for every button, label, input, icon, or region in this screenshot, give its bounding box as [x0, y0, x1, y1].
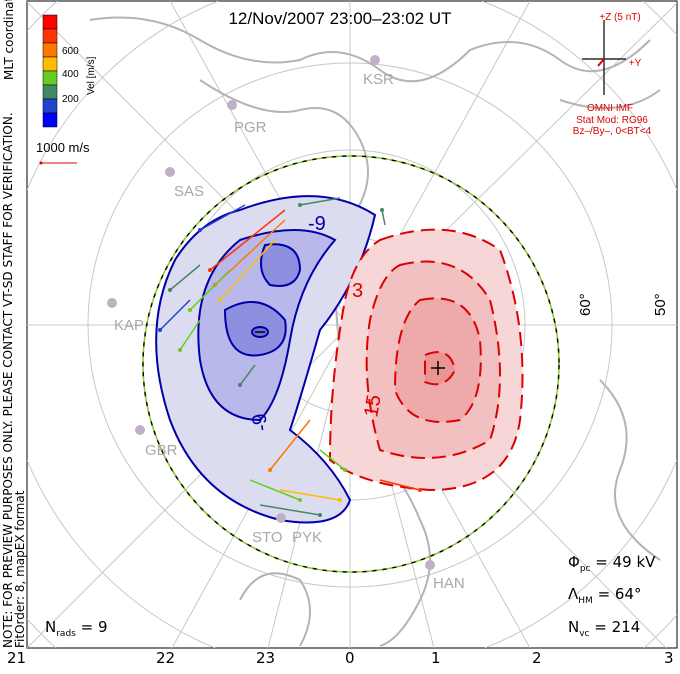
- contour-label: 15: [360, 393, 386, 419]
- mlt-label: 22: [156, 649, 176, 667]
- radar-label-kap: KAP: [114, 317, 144, 334]
- colorbar-swatch: [42, 112, 58, 128]
- colorbar-tick: 400: [62, 69, 79, 80]
- radar-label-pgr: PGR: [234, 119, 267, 136]
- fit-order-note: FitOrder: 8, mapEX format: [13, 490, 27, 648]
- plot-title: 12/Nov/2007 23:00–23:02 UT: [228, 9, 451, 28]
- radar-label-sto: STO: [252, 529, 283, 546]
- colorbar-tick: 600: [62, 46, 79, 57]
- radar-label-ksr: KSR: [363, 71, 394, 88]
- radar-label-sas: SAS: [174, 183, 204, 200]
- colorbar-tick: 200: [62, 94, 79, 105]
- colorbar-label: Vel [m/s]: [86, 56, 97, 95]
- colorbar-swatch: [42, 56, 58, 72]
- mlt-label: 2: [532, 649, 542, 667]
- contour-label: -9: [248, 412, 273, 433]
- radar-label-pyk: PYK: [292, 529, 322, 546]
- mlt-label: 0: [345, 649, 355, 667]
- imf-z-label: +Z (5 nT): [599, 12, 640, 23]
- mlt-label: 23: [256, 649, 276, 667]
- colorbar-swatch: [42, 98, 58, 114]
- velocity-colorbar: [42, 14, 58, 128]
- latitude-label-60: 60°: [577, 293, 594, 316]
- coordinates-note: MLT coordinates: [2, 0, 16, 80]
- radar-site-markers: [107, 55, 435, 570]
- contour-label: 3: [352, 280, 363, 302]
- hmb-latitude: ΛHM = 64°: [568, 585, 642, 606]
- potential-max-marker: [431, 361, 445, 375]
- radar-label-han: HAN: [433, 575, 465, 592]
- cross-polar-potential: Φpc = 49 kV: [568, 553, 656, 574]
- imf-source: OMNI IMF: [587, 103, 633, 114]
- imf-condition: Bz–/By–, 0<BT<4: [573, 126, 652, 137]
- mlt-label: 1: [431, 649, 441, 667]
- reference-vector-label: 1000 m/s: [36, 140, 90, 155]
- imf-vector-arrow: [597, 58, 605, 67]
- dusk-convection-cell: [155, 195, 377, 524]
- contour-label: -9: [308, 213, 326, 235]
- mlt-label: 3: [664, 649, 674, 667]
- imf-y-label: +Y: [629, 58, 642, 69]
- colorbar-swatch: [42, 28, 58, 44]
- vector-count: Nvc = 214: [568, 618, 641, 639]
- mlt-label: 21: [7, 649, 27, 667]
- stat-model: Stat Mod: RG96: [576, 115, 648, 126]
- latitude-label-50: 50°: [652, 293, 669, 316]
- colorbar-swatch: [42, 42, 58, 58]
- velocity-vectors: [158, 197, 422, 517]
- nrads-stat: Nrads = 9: [45, 618, 108, 639]
- colorbar-swatch: [42, 84, 58, 100]
- colorbar-swatch: [42, 14, 58, 30]
- radar-label-gbr: GBR: [145, 442, 178, 459]
- colorbar-swatch: [42, 70, 58, 86]
- dawn-convection-cell: [328, 228, 524, 492]
